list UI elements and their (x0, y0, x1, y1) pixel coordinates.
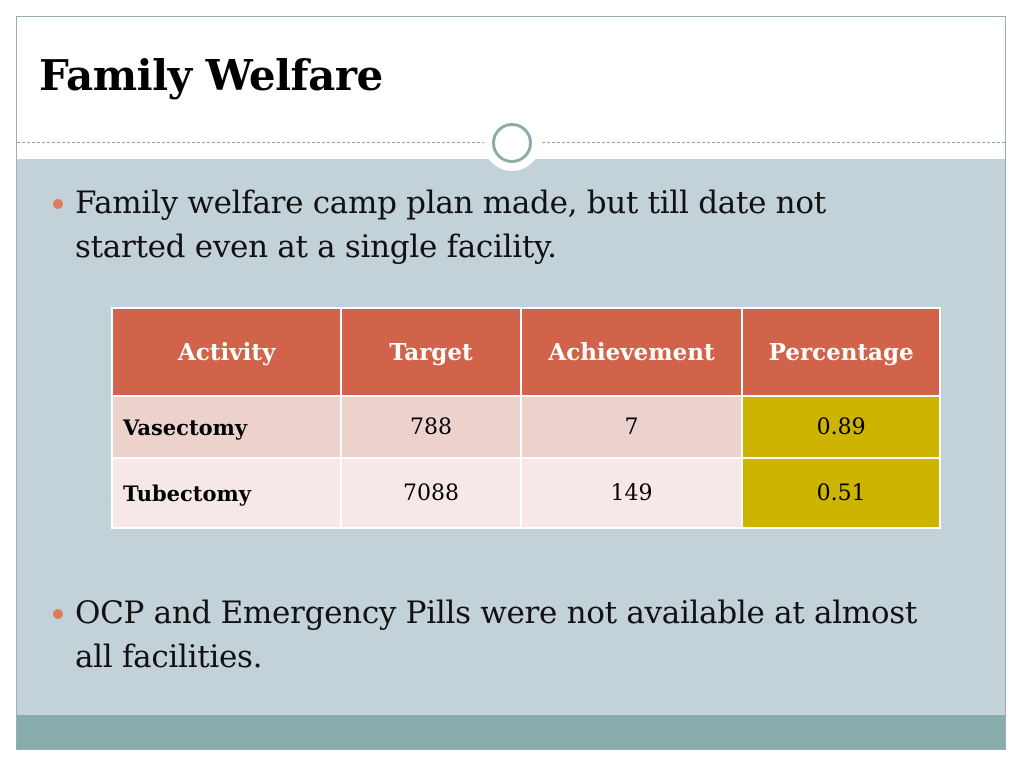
header-activity: Activity (110, 307, 343, 397)
slide-title: Family Welfare (39, 51, 383, 100)
table-header-row: Activity Target Achievement Percentage (110, 307, 941, 397)
header-percentage: Percentage (741, 307, 941, 397)
cell-target: 788 (340, 395, 522, 459)
cell-achievement: 149 (519, 457, 744, 529)
family-welfare-table: Activity Target Achievement Percentage V… (110, 307, 941, 529)
header-achievement: Achievement (519, 307, 744, 397)
cell-target: 7088 (340, 457, 522, 529)
ring-ornament-inner (492, 123, 532, 163)
slide: Family Welfare Family welfare camp plan … (16, 16, 1006, 750)
cell-percentage: 0.89 (741, 395, 941, 459)
cell-activity: Vasectomy (110, 395, 343, 459)
bullet-text: Family welfare camp plan made, but till … (75, 185, 826, 265)
circle-bullet-icon (53, 199, 63, 209)
cell-activity: Tubectomy (110, 457, 343, 529)
circle-bullet-icon (53, 609, 63, 619)
table-row: Vasectomy 788 7 0.89 (110, 395, 941, 459)
bullet-text: OCP and Emergency Pills were not availab… (75, 595, 918, 675)
footer-bar (17, 715, 1005, 749)
bullet-item: Family welfare camp plan made, but till … (53, 181, 933, 269)
ring-ornament-icon (484, 115, 540, 171)
table-row: Tubectomy 7088 149 0.51 (110, 457, 941, 529)
bullet-item: OCP and Emergency Pills were not availab… (53, 591, 933, 679)
cell-achievement: 7 (519, 395, 744, 459)
header-target: Target (340, 307, 522, 397)
cell-percentage: 0.51 (741, 457, 941, 529)
